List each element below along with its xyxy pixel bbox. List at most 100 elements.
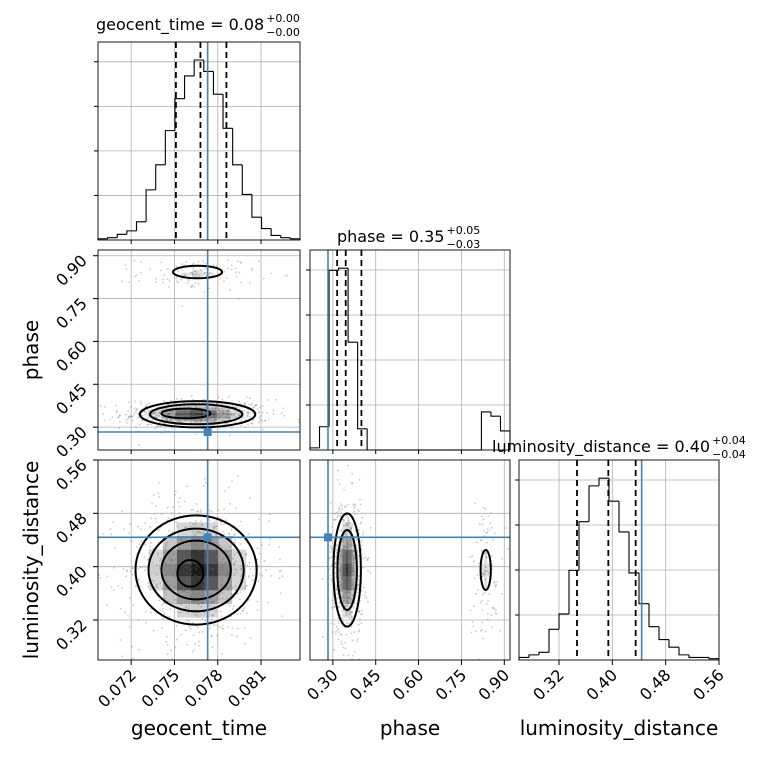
scatter-point	[136, 546, 139, 549]
scatter-point	[350, 562, 352, 565]
scatter-point	[174, 490, 177, 493]
scatter-point	[351, 554, 354, 557]
scatter-point	[151, 418, 153, 421]
scatter-point	[138, 543, 141, 546]
hist-bar	[241, 164, 252, 195]
scatter-point	[217, 538, 220, 541]
panel-contents	[310, 460, 510, 660]
scatter-point	[342, 555, 345, 557]
scatter-point	[335, 511, 338, 514]
hist-bar	[588, 485, 599, 522]
scatter-point	[228, 604, 231, 607]
scatter-point	[340, 583, 343, 586]
scatter-point	[346, 558, 348, 561]
scatter-point	[261, 404, 264, 407]
scatter-point	[176, 410, 179, 413]
scatter-point	[110, 586, 113, 589]
scatter-point	[155, 426, 158, 429]
scatter-point	[215, 565, 218, 568]
scatter-point	[344, 505, 346, 508]
scatter-point	[476, 574, 479, 576]
scatter-point	[504, 527, 507, 529]
scatter-point	[220, 583, 223, 586]
scatter-point	[347, 545, 350, 548]
scatter-point	[340, 574, 343, 577]
scatter-point	[125, 422, 128, 424]
scatter-point	[347, 557, 350, 560]
scatter-point	[197, 283, 200, 285]
scatter-point	[213, 416, 216, 419]
scatter-point	[469, 556, 471, 559]
scatter-point	[339, 570, 342, 572]
scatter-point	[491, 626, 493, 629]
scatter-point	[158, 412, 161, 414]
scatter-point	[350, 545, 353, 547]
scatter-point	[343, 558, 345, 560]
scatter-point	[257, 565, 260, 567]
scatter-point	[350, 579, 353, 582]
scatter-point	[315, 554, 317, 556]
scatter-point	[222, 558, 224, 560]
scatter-point	[229, 289, 231, 291]
scatter-point	[232, 416, 234, 419]
scatter-point	[260, 415, 263, 417]
scatter-point	[212, 568, 215, 571]
scatter-point	[256, 609, 259, 612]
density-cell	[162, 576, 177, 591]
scatter-point	[225, 547, 228, 550]
scatter-point	[194, 282, 197, 284]
scatter-point	[278, 570, 281, 573]
scatter-point	[200, 605, 203, 608]
scatter-point	[186, 485, 189, 488]
scatter-point	[187, 405, 190, 408]
scatter-point	[183, 411, 186, 414]
scatter-point	[197, 644, 200, 647]
scatter-point	[137, 578, 140, 581]
x-tick-label: 0.081	[224, 665, 270, 711]
hist-bar	[270, 228, 281, 236]
scatter-point	[342, 590, 344, 593]
hist-bar	[648, 603, 659, 628]
density-cell	[342, 576, 346, 591]
density-cell	[189, 412, 204, 416]
scatter-point	[200, 411, 203, 414]
scatter-point	[482, 518, 485, 521]
scatter-point	[163, 274, 166, 277]
scatter-point	[157, 492, 160, 495]
scatter-point	[180, 572, 182, 575]
x-axis-label: phase	[380, 716, 440, 740]
scatter-point	[202, 413, 205, 415]
scatter-point	[341, 557, 344, 560]
scatter-point	[496, 581, 499, 583]
scatter-point	[341, 578, 343, 580]
scatter-point	[259, 552, 261, 555]
scatter-point	[220, 523, 222, 526]
scatter-point	[135, 585, 137, 588]
density-cell	[190, 536, 205, 550]
scatter-point	[335, 555, 337, 558]
scatter-point	[106, 604, 108, 607]
scatter-point	[215, 406, 218, 409]
scatter-point	[251, 579, 254, 582]
scatter-point	[226, 410, 228, 412]
scatter-point	[215, 519, 218, 522]
hist-bar	[318, 426, 330, 448]
scatter-point	[357, 584, 360, 587]
scatter-point	[196, 510, 199, 513]
density-cell	[147, 415, 162, 419]
scatter-point	[195, 419, 197, 422]
scatter-point	[196, 626, 199, 629]
scatter-point	[221, 592, 224, 594]
scatter-point	[81, 560, 83, 562]
scatter-point	[158, 599, 160, 602]
scatter-point	[261, 428, 264, 431]
scatter-point	[255, 404, 258, 407]
scatter-point	[197, 415, 200, 417]
scatter-point	[200, 420, 203, 423]
scatter-point	[352, 567, 355, 570]
scatter-point	[229, 413, 232, 416]
scatter-point	[329, 545, 332, 548]
scatter-point	[198, 414, 200, 417]
scatter-point	[197, 411, 200, 414]
scatter-point	[171, 558, 174, 561]
